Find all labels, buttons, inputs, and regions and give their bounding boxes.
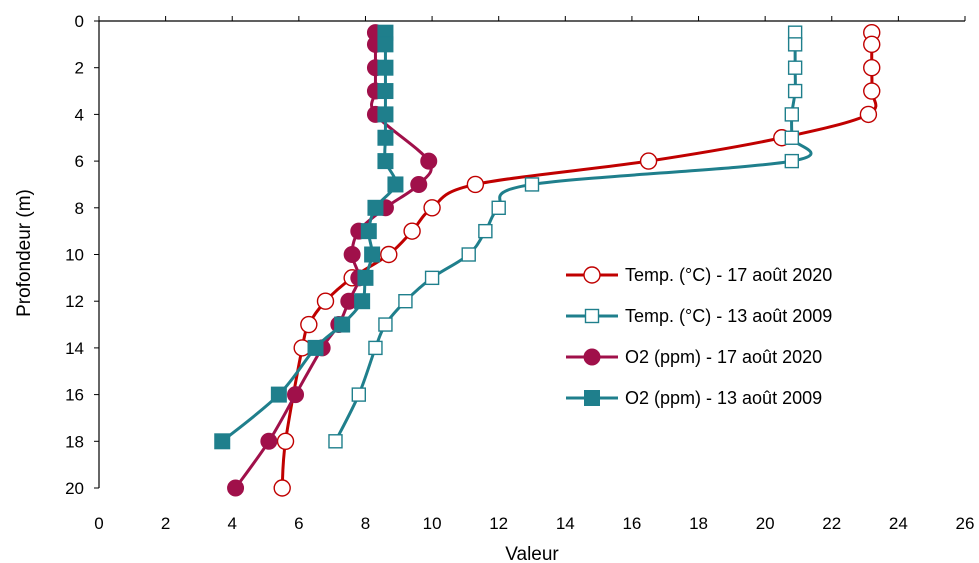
data-point [784,130,799,145]
series-1 [273,23,881,497]
data-point [387,176,404,193]
x-tick-label: 0 [94,514,103,533]
data-point [378,317,393,332]
data-point [328,434,343,449]
x-tick-label: 10 [423,514,442,533]
data-point [491,200,506,216]
series-3 [227,24,438,497]
legend-label: O2 (ppm) - 17 août 2020 [625,347,822,367]
legend: Temp. (°C) - 17 août 2020 Temp. (°C) - 13… [566,265,832,408]
data-point [423,199,441,217]
y-tick-label: 14 [65,339,84,358]
x-axis-title: Valeur [505,544,559,563]
data-point [787,83,803,99]
data-point [787,60,803,75]
legend-marker [584,390,600,406]
series-4 [214,24,404,450]
series-2 [328,25,813,449]
data-point [377,153,394,170]
data-point [859,105,878,124]
x-tick-label: 6 [294,514,303,533]
data-point [354,293,371,310]
data-point [368,340,383,356]
data-point [270,386,287,403]
data-point [377,106,394,123]
x-tick-label: 4 [227,514,236,533]
legend-marker [584,308,600,324]
y-tick-label: 0 [75,12,84,31]
y-tick-label: 4 [75,105,84,124]
data-point [863,58,881,77]
data-point [784,153,799,169]
x-tick-label: 18 [689,514,708,533]
series-line [234,32,433,489]
data-point [639,152,658,170]
data-point [364,246,381,263]
data-point [287,386,305,404]
data-point [360,223,377,240]
data-point [784,107,799,122]
legend-entry: O2 (ppm) - 13 août 2009 [566,388,822,408]
data-point [227,479,245,497]
data-point [377,83,394,100]
y-tick-label: 20 [65,479,84,498]
data-point [276,432,295,450]
data-point [260,432,278,450]
data-point [334,316,351,333]
y-tick-label: 6 [75,152,84,171]
x-tick-label: 20 [756,514,775,533]
legend-marker [583,266,601,284]
x-tick-label: 22 [822,514,841,533]
y-tick-label: 18 [65,432,84,451]
data-point [524,177,540,192]
y-axis-title: Profondeur (m) [14,189,35,317]
data-point [377,59,394,76]
legend-label: Temp. (°C) - 13 août 2009 [625,306,832,326]
x-tick-label: 12 [489,514,508,533]
data-point [377,36,394,53]
data-point [424,270,440,286]
data-point [307,339,324,356]
data-point [351,387,366,402]
data-point [316,292,335,310]
legend-marker [583,348,601,366]
x-tick-label: 2 [161,514,170,533]
legend-label: Temp. (°C) - 17 août 2020 [625,265,832,285]
data-point [863,82,881,100]
y-tick-label: 2 [75,59,84,78]
y-tick-label: 12 [65,292,84,311]
data-point [357,269,374,286]
data-point [410,175,428,193]
y-tick-label: 16 [65,386,84,405]
plot-area [214,23,881,497]
x-tick-label: 14 [556,514,575,533]
x-tick-label: 8 [361,514,370,533]
data-point [367,199,384,216]
data-point [466,175,485,194]
data-point [461,247,476,262]
legend-entry: Temp. (°C) - 13 août 2009 [566,306,832,326]
data-point [214,433,231,450]
data-point [377,129,394,146]
data-point [863,35,881,54]
data-point [343,246,361,263]
data-point [273,479,291,497]
data-point [398,294,413,309]
y-tick-label: 8 [75,199,84,218]
data-point [787,37,803,52]
data-point [403,222,421,240]
legend-entry: Temp. (°C) - 17 août 2020 [566,265,832,285]
data-point [380,245,398,264]
legend-label: O2 (ppm) - 13 août 2009 [625,388,822,408]
legend-entry: O2 (ppm) - 17 août 2020 [566,347,822,367]
x-tick-label: 26 [956,514,975,533]
data-point [300,315,318,334]
data-point [478,223,493,239]
data-point [420,152,438,170]
y-tick-label: 10 [65,246,84,265]
x-tick-label: 16 [622,514,641,533]
x-tick-label: 24 [889,514,908,533]
